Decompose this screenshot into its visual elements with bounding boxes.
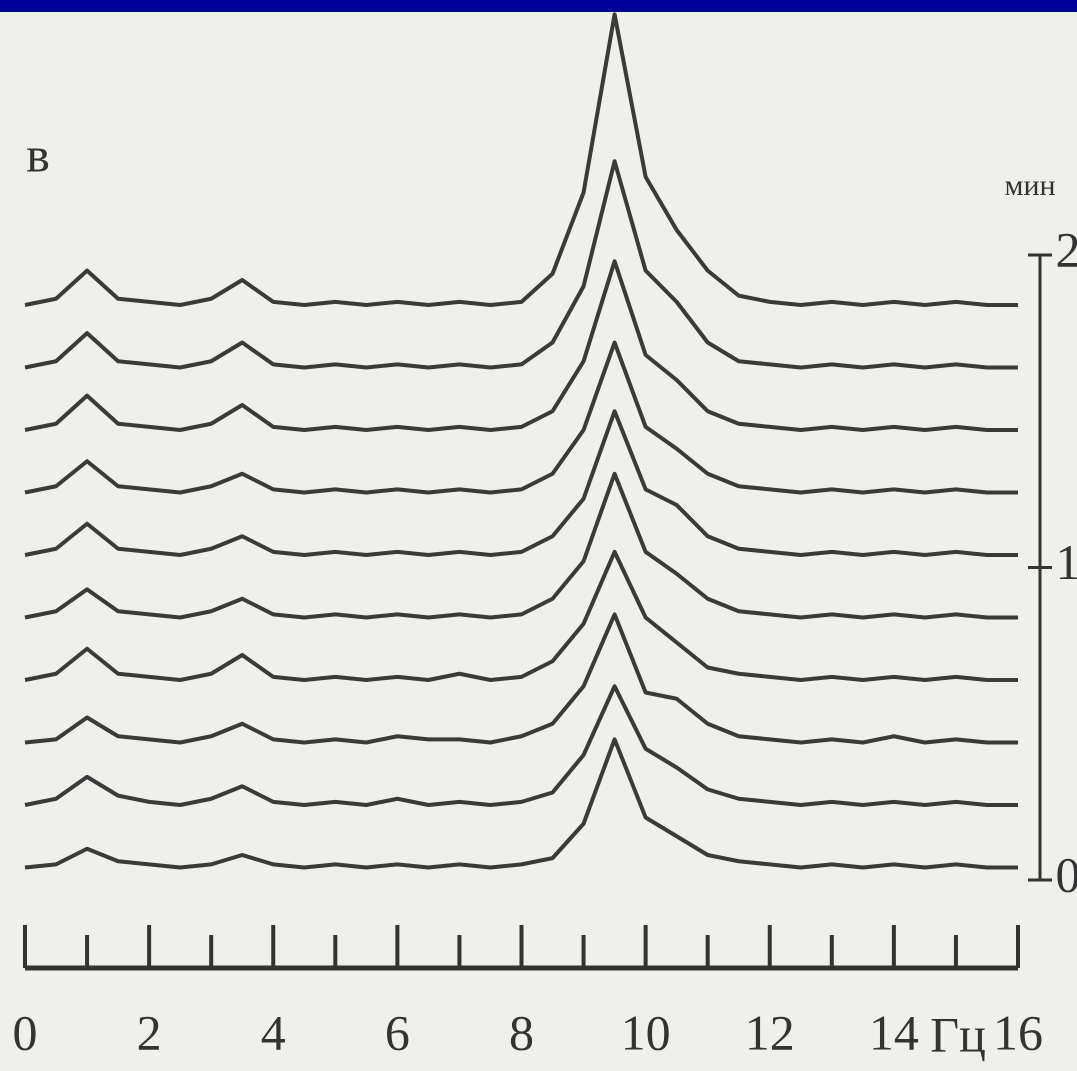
spectrum-trace xyxy=(24,159,1018,370)
x-tick-label: 12 xyxy=(745,1004,795,1060)
y-axis-label: мин xyxy=(1004,169,1055,202)
x-tick-label: 16 xyxy=(993,1004,1043,1060)
spectrum-trace xyxy=(24,340,1018,495)
spectrum-trace xyxy=(24,471,1018,620)
x-tick-label: 0 xyxy=(13,1004,38,1060)
y-tick-label: 1 xyxy=(1056,534,1077,590)
panel-label: в xyxy=(26,126,50,182)
x-axis-label: Гц xyxy=(930,1006,986,1062)
top-bar xyxy=(0,0,1077,12)
spectrum-trace xyxy=(24,259,1018,432)
spectrum-trace xyxy=(24,737,1018,870)
spectrum-trace xyxy=(24,12,1018,307)
spectrum-trace xyxy=(24,684,1018,807)
x-tick-label: 8 xyxy=(509,1004,534,1060)
traces xyxy=(24,12,1018,870)
y-tick-label: 0 xyxy=(1056,846,1077,902)
y-tick-label: 2 xyxy=(1056,221,1077,277)
x-tick-label: 10 xyxy=(621,1004,671,1060)
spectrum-trace xyxy=(24,612,1018,745)
x-tick-label: 14 xyxy=(869,1004,919,1060)
x-tick-label: 4 xyxy=(261,1004,286,1060)
x-tick-label: 2 xyxy=(137,1004,162,1060)
spectrum-trace xyxy=(24,409,1018,557)
spectrum-trace xyxy=(24,549,1018,682)
x-tick-label: 6 xyxy=(385,1004,410,1060)
